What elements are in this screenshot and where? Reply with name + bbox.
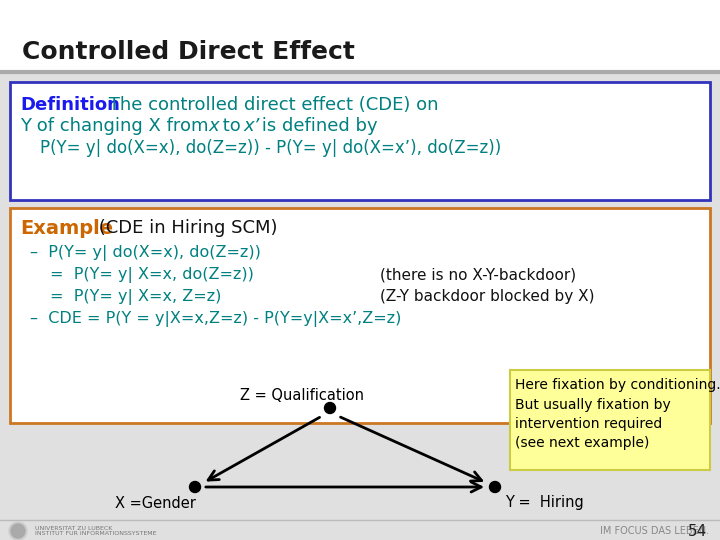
Text: =  P(Y= y| X=x, do(Z=z)): = P(Y= y| X=x, do(Z=z)) — [50, 267, 254, 283]
Circle shape — [189, 482, 200, 492]
Text: X =Gender: X =Gender — [115, 496, 196, 510]
Text: Example: Example — [20, 219, 113, 238]
Text: –  P(Y= y| do(X=x), do(Z=z)): – P(Y= y| do(X=x), do(Z=z)) — [30, 245, 261, 261]
Text: P(Y= y| do(X=x), do(Z=z)) - P(Y= y| do(X=x’), do(Z=z)): P(Y= y| do(X=x), do(Z=z)) - P(Y= y| do(X… — [40, 139, 501, 157]
Text: Definition: Definition — [20, 96, 120, 114]
FancyBboxPatch shape — [10, 82, 710, 200]
Circle shape — [11, 524, 25, 538]
FancyBboxPatch shape — [510, 370, 710, 470]
Text: –  CDE = P(Y = y|X=x,Z=z) - P(Y=y|X=x’,Z=z): – CDE = P(Y = y|X=x,Z=z) - P(Y=y|X=x’,Z=… — [30, 311, 401, 327]
Text: (CDE in Hiring SCM): (CDE in Hiring SCM) — [93, 219, 277, 237]
Text: Y of changing X from: Y of changing X from — [20, 117, 215, 135]
Text: Y =  Hiring: Y = Hiring — [505, 496, 584, 510]
FancyBboxPatch shape — [10, 208, 710, 423]
Text: Z = Qualification: Z = Qualification — [240, 388, 364, 403]
Circle shape — [490, 482, 500, 492]
Text: x: x — [208, 117, 219, 135]
Text: Controlled Direct Effect: Controlled Direct Effect — [22, 40, 355, 64]
Text: (there is no X-Y-backdoor): (there is no X-Y-backdoor) — [380, 267, 576, 282]
Text: IM FOCUS DAS LEBEN.: IM FOCUS DAS LEBEN. — [600, 526, 709, 536]
Text: UNIVERSITAT ZU LUBECK
INSTITUT FUR INFORMATIONSSYSTEME: UNIVERSITAT ZU LUBECK INSTITUT FUR INFOR… — [35, 525, 156, 536]
Circle shape — [325, 402, 336, 414]
Text: x’: x’ — [243, 117, 259, 135]
Text: to: to — [217, 117, 246, 135]
Text: The controlled direct effect (CDE) on: The controlled direct effect (CDE) on — [103, 96, 438, 114]
Circle shape — [9, 522, 27, 540]
Text: is defined by: is defined by — [256, 117, 377, 135]
Text: 54: 54 — [688, 523, 707, 538]
Text: =  P(Y= y| X=x, Z=z): = P(Y= y| X=x, Z=z) — [50, 289, 221, 305]
FancyBboxPatch shape — [0, 72, 720, 540]
Text: Here fixation by conditioning.
But usually fixation by
intervention required
(se: Here fixation by conditioning. But usual… — [515, 378, 720, 450]
Text: (Z-Y backdoor blocked by X): (Z-Y backdoor blocked by X) — [380, 289, 595, 305]
